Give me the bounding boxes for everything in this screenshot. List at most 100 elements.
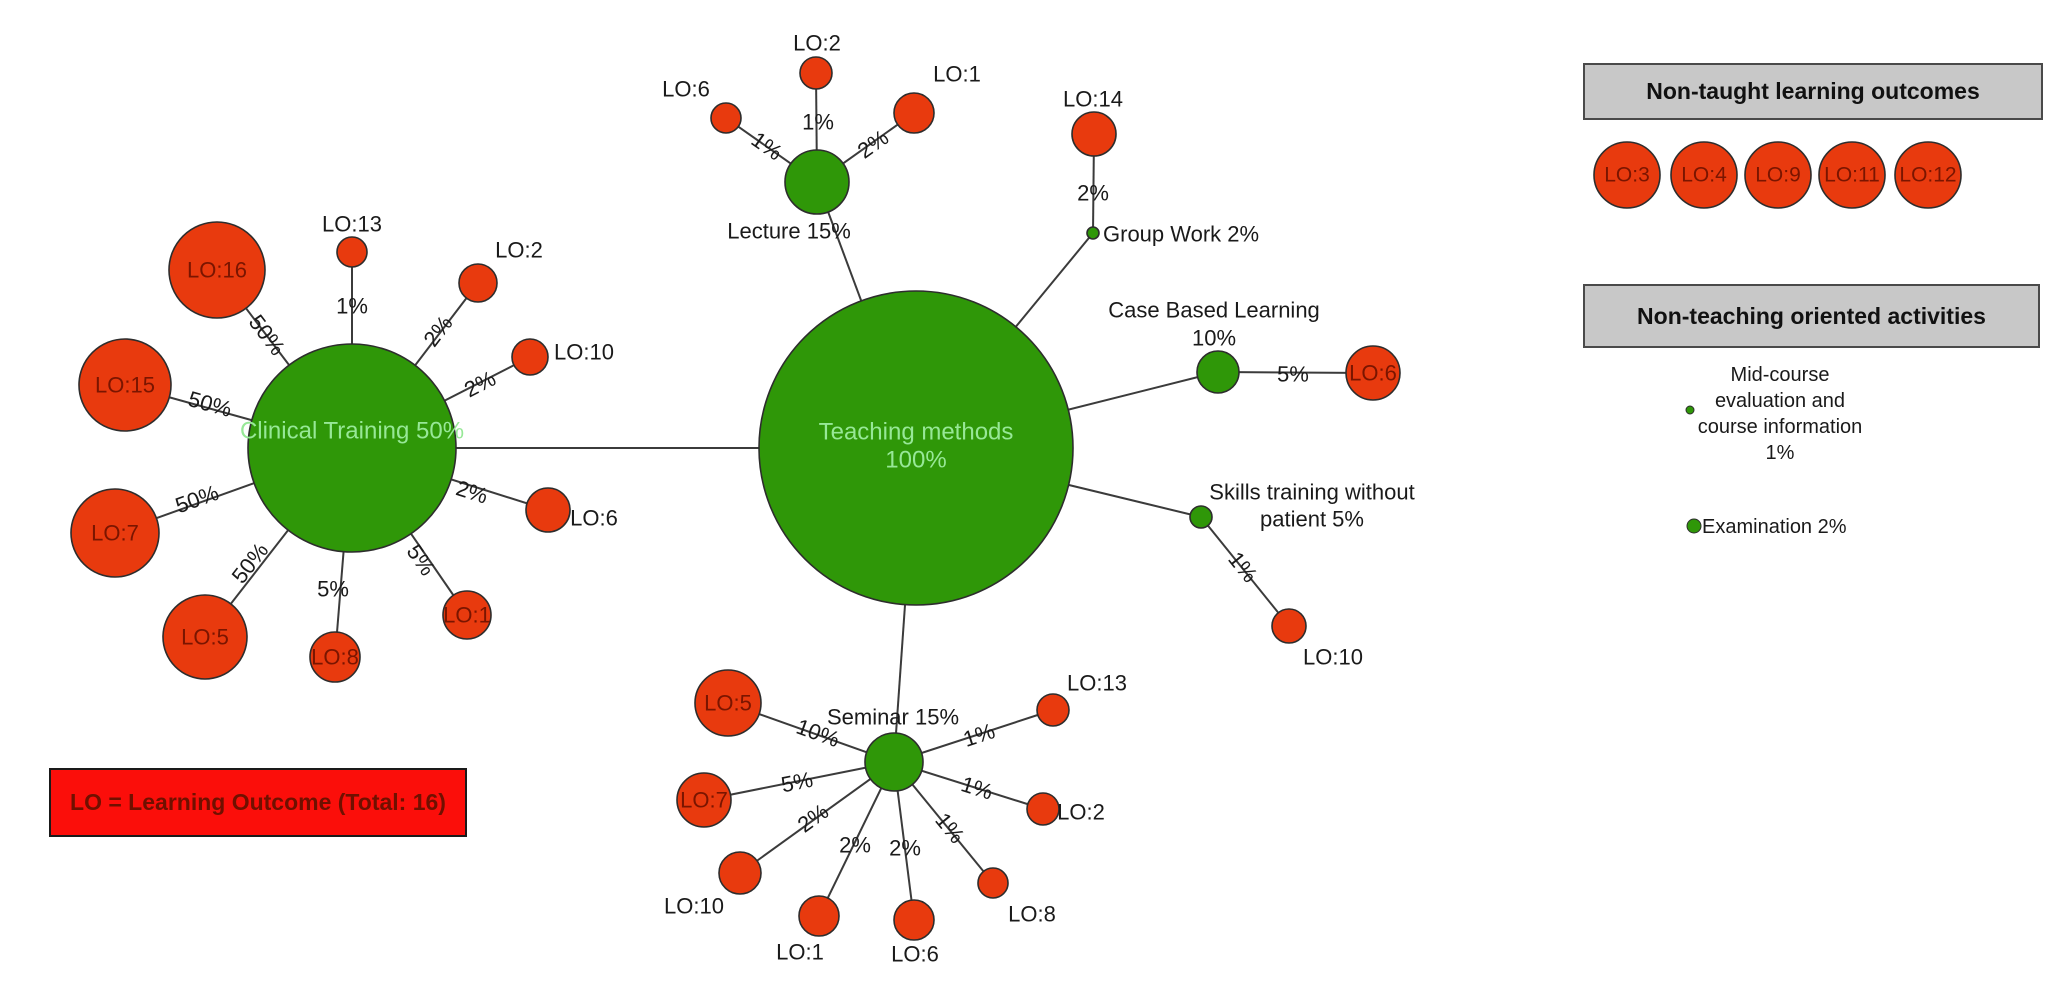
edge-label-seminar-se-lo13: 1% bbox=[960, 718, 998, 752]
edge-label-seminar-se-lo1: 2% bbox=[839, 833, 871, 858]
node-nt-lo9-circle bbox=[1744, 141, 1812, 209]
node-clinical-circle bbox=[247, 343, 457, 553]
label-ct-lo16: LO:16 bbox=[187, 258, 247, 283]
edge-label-seminar-se-lo7: 5% bbox=[779, 767, 815, 798]
label-se-lo2: LO:2 bbox=[1057, 800, 1105, 825]
label-clinical: Clinical Training 50% bbox=[240, 418, 464, 445]
label-cb-lo6: LO:6 bbox=[1349, 361, 1397, 386]
node-ct-lo2-circle bbox=[458, 263, 498, 303]
label-groupwork: Group Work 2% bbox=[1103, 222, 1259, 247]
label-casebased-line-2: 10% bbox=[1192, 326, 1236, 351]
edge-label-clinical-ct-lo5: 50% bbox=[227, 538, 274, 588]
examination-dot bbox=[1686, 518, 1702, 534]
midcourse-dot bbox=[1685, 405, 1695, 415]
label-ct-lo2: LO:2 bbox=[495, 238, 543, 263]
label-lc-lo2: LO:2 bbox=[793, 31, 841, 56]
label-se-lo1: LO:1 bbox=[776, 940, 824, 965]
label-nt-lo4: LO:4 bbox=[1681, 164, 1727, 187]
label-se-lo6: LO:6 bbox=[891, 942, 939, 967]
node-ct-lo7-circle bbox=[70, 488, 160, 578]
label-ct-lo1: LO:1 bbox=[443, 603, 491, 628]
node-se-lo2-circle bbox=[1026, 792, 1060, 826]
non-taught-header-title: Non-taught learning outcomes bbox=[1646, 78, 1980, 104]
node-skills-circle bbox=[1189, 505, 1213, 529]
node-ct-lo8-circle bbox=[309, 631, 361, 683]
node-se-lo8-circle bbox=[977, 867, 1009, 899]
node-lc-lo2-circle bbox=[799, 56, 833, 90]
node-ct-lo1-circle bbox=[442, 590, 492, 640]
node-se-lo13-circle bbox=[1036, 693, 1070, 727]
node-ct-lo13-circle bbox=[336, 236, 368, 268]
label-se-lo7: LO:7 bbox=[680, 788, 728, 813]
label-ct-lo13: LO:13 bbox=[322, 212, 382, 237]
node-ct-lo6-circle bbox=[525, 487, 571, 533]
label-lc-lo1: LO:1 bbox=[933, 62, 981, 87]
midcourse-label-line-1: Mid-course bbox=[1731, 364, 1830, 386]
node-lc-lo1-circle bbox=[893, 92, 935, 134]
edge-label-groupwork-gw-lo14: 2% bbox=[1077, 181, 1109, 206]
label-gw-lo14: LO:14 bbox=[1063, 87, 1123, 112]
edge-label-lecture-lc-lo6: 1% bbox=[747, 127, 787, 166]
label-se-lo13: LO:13 bbox=[1067, 671, 1127, 696]
label-se-lo8: LO:8 bbox=[1008, 902, 1056, 927]
label-nt-lo11: LO:11 bbox=[1824, 164, 1880, 187]
label-nt-lo12: LO:12 bbox=[1899, 164, 1956, 187]
label-seminar: Seminar 15% bbox=[827, 705, 959, 730]
edge-label-seminar-se-lo2: 1% bbox=[958, 771, 996, 804]
label-skills-line-2: patient 5% bbox=[1260, 507, 1364, 532]
label-nt-lo3: LO:3 bbox=[1604, 164, 1650, 187]
edge-label-clinical-ct-lo16: 50% bbox=[244, 310, 291, 360]
edge-label-clinical-ct-lo10: 2% bbox=[460, 366, 500, 403]
label-lc-lo6: LO:6 bbox=[662, 77, 710, 102]
label-teaching-line-2: 100% bbox=[885, 447, 946, 474]
node-cb-lo6-circle bbox=[1345, 345, 1401, 401]
lo-legend-text: LO = Learning Outcome (Total: 16) bbox=[70, 789, 446, 815]
node-ct-lo5-circle bbox=[162, 594, 248, 680]
edge-label-clinical-ct-lo6: 2% bbox=[453, 475, 491, 508]
node-se-lo1-circle bbox=[798, 895, 840, 937]
non-teaching-header-title: Non-teaching oriented activities bbox=[1637, 302, 1986, 329]
node-nt-lo11-circle bbox=[1818, 141, 1886, 209]
label-ct-lo10: LO:10 bbox=[554, 340, 614, 365]
label-casebased-line-1: Case Based Learning bbox=[1108, 298, 1320, 323]
edge-skills-sk-lo10 bbox=[1200, 516, 1290, 627]
node-lc-lo6-circle bbox=[710, 102, 742, 134]
label-nt-lo9: LO:9 bbox=[1755, 164, 1801, 187]
node-nt-lo4-circle bbox=[1670, 141, 1738, 209]
node-se-lo10-circle bbox=[718, 851, 762, 895]
node-teaching-circle bbox=[758, 290, 1074, 606]
edge-label-clinical-ct-lo13: 1% bbox=[336, 294, 368, 319]
non-teaching-header-box: Non-teaching oriented activities bbox=[1583, 284, 2040, 348]
node-se-lo6-circle bbox=[893, 899, 935, 941]
edge-label-clinical-ct-lo8: 5% bbox=[317, 577, 349, 602]
edge-label-clinical-ct-lo1: 5% bbox=[402, 540, 441, 580]
label-teaching-line-1: Teaching methods bbox=[819, 419, 1014, 446]
label-ct-lo15: LO:15 bbox=[95, 373, 155, 398]
edge-label-seminar-se-lo6: 2% bbox=[889, 836, 921, 861]
label-ct-lo8: LO:8 bbox=[311, 645, 359, 670]
node-seminar-circle bbox=[864, 732, 924, 792]
edge-seminar-se-lo10 bbox=[739, 761, 895, 874]
examination-label: Examination 2% bbox=[1702, 516, 1847, 538]
edge-label-clinical-ct-lo15: 50% bbox=[185, 386, 234, 422]
node-ct-lo10-circle bbox=[511, 338, 549, 376]
label-ct-lo5: LO:5 bbox=[181, 625, 229, 650]
edge-seminar-se-lo7 bbox=[703, 761, 895, 801]
node-lecture-circle bbox=[784, 149, 850, 215]
edge-label-casebased-cb-lo6: 5% bbox=[1277, 361, 1309, 386]
label-se-lo5: LO:5 bbox=[704, 691, 752, 716]
label-skills-line-1: Skills training without bbox=[1209, 480, 1414, 505]
label-lecture: Lecture 15% bbox=[727, 219, 851, 244]
edge-label-lecture-lc-lo2: 1% bbox=[802, 110, 834, 135]
node-sk-lo10-circle bbox=[1271, 608, 1307, 644]
midcourse-label-line-2: evaluation and bbox=[1715, 390, 1845, 412]
node-groupwork-circle bbox=[1086, 226, 1100, 240]
lo-legend-box: LO = Learning Outcome (Total: 16) bbox=[49, 768, 467, 837]
non-taught-header-box: Non-taught learning outcomes bbox=[1583, 63, 2043, 120]
node-se-lo5-circle bbox=[694, 669, 762, 737]
node-se-lo7-circle bbox=[676, 772, 732, 828]
midcourse-label-line-4: 1% bbox=[1766, 442, 1795, 464]
node-nt-lo12-circle bbox=[1894, 141, 1962, 209]
